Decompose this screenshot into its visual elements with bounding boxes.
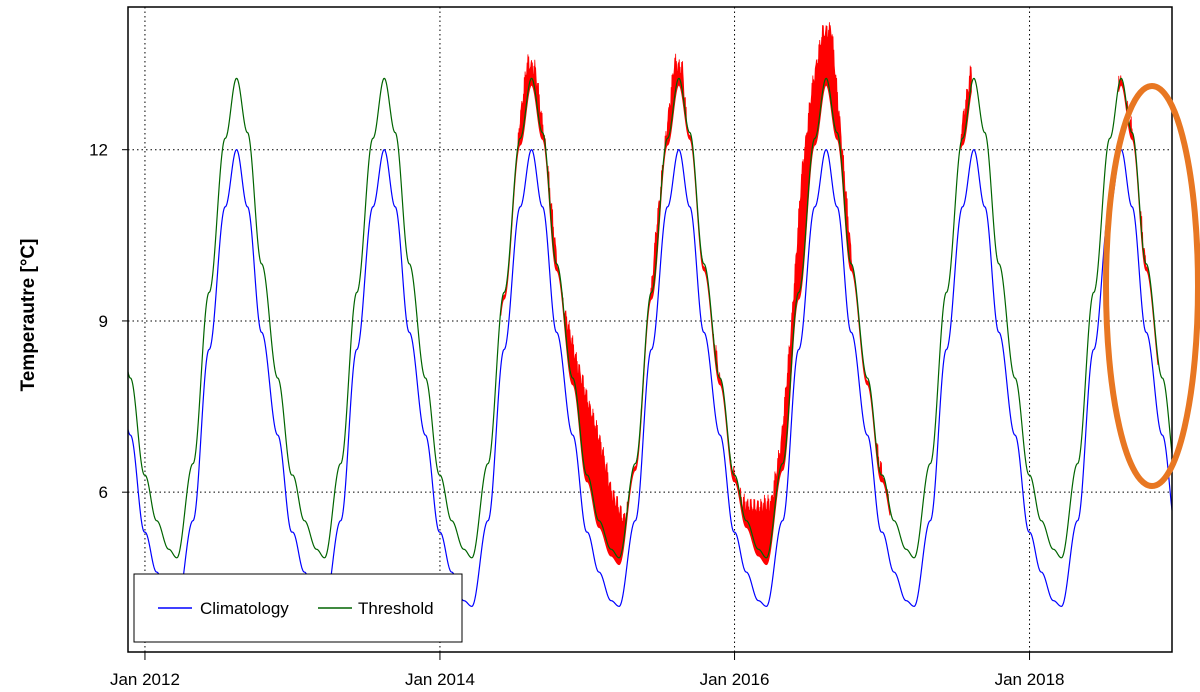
y-axis-ticks: 6 9 12: [89, 141, 128, 502]
x-tick-label: Jan 2014: [405, 670, 475, 689]
chart-lines: [127, 77, 1173, 607]
y-tick-label: 9: [99, 312, 108, 331]
y-tick-label: 6: [99, 483, 108, 502]
series-threshold: [127, 77, 1173, 559]
exceedance-area: [960, 65, 972, 149]
plot-frame: [127, 6, 1173, 653]
legend: Climatology Threshold: [133, 573, 463, 643]
exceedance-series: [500, 22, 1159, 566]
x-axis-ticks: Jan 2012 Jan 2014 Jan 2016 Jan 2018: [110, 652, 1065, 689]
x-tick-label: Jan 2012: [110, 670, 180, 689]
y-tick-label: 12: [89, 141, 108, 160]
legend-label-threshold: Threshold: [358, 599, 434, 618]
series-climatology: [127, 149, 1173, 607]
x-tick-label: Jan 2018: [995, 670, 1065, 689]
x-tick-label: Jan 2016: [700, 670, 770, 689]
exceedance-area: [1118, 75, 1159, 365]
chart-grid: [128, 7, 1172, 652]
legend-label-climatology: Climatology: [200, 599, 289, 618]
y-axis-title: Temperautre [°C]: [18, 239, 39, 392]
highlight-ellipse: [1103, 83, 1200, 489]
